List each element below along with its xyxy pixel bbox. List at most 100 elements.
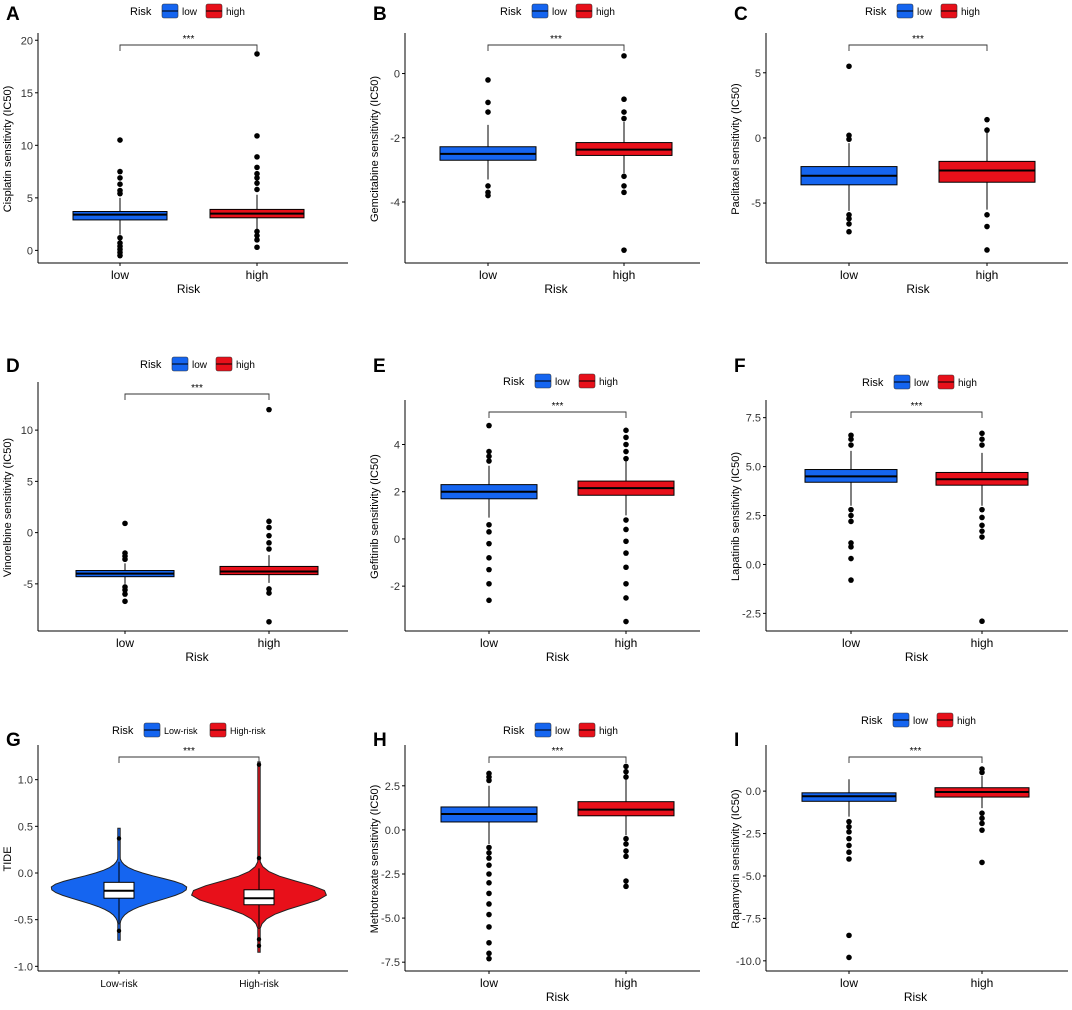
- outlier-point: [623, 455, 629, 462]
- y-tick-label: -2: [390, 133, 400, 145]
- y-tick-label: 5: [27, 476, 33, 488]
- outlier-point: [623, 517, 629, 523]
- panel-i: I Risk low high -10.0 -7.5 -5.0 -2.5 0.0 Rapamyci…: [730, 712, 1068, 1004]
- y-axis-label: TIDE: [2, 846, 14, 871]
- outlier-point: [117, 234, 123, 241]
- outlier-point: [846, 136, 852, 143]
- outlier-point: [623, 878, 629, 884]
- x-tick-label: high: [258, 636, 281, 650]
- y-axis-label: Lapatinib sensitivity (IC50): [730, 452, 742, 581]
- outlier-point: [254, 154, 260, 160]
- y-tick-label: -5.0: [381, 913, 400, 925]
- outlier-point: [979, 430, 985, 437]
- x-tick-label: high: [615, 636, 638, 650]
- significance-label: ***: [910, 746, 922, 757]
- outlier-point: [846, 849, 852, 856]
- outlier-point: [266, 524, 272, 531]
- outlier-point: [254, 186, 260, 193]
- outlier-point: [256, 762, 262, 767]
- group-high: [935, 430, 1029, 625]
- outlier-point: [623, 853, 629, 860]
- outlier-point: [486, 453, 492, 460]
- significance-bracket: ***: [848, 34, 988, 51]
- outlier-point: [984, 223, 990, 230]
- outlier-point: [848, 555, 854, 562]
- outlier-point: [266, 618, 272, 625]
- bracket-line: [124, 393, 270, 400]
- outlier-point: [254, 51, 260, 57]
- legend-title: Risk: [112, 725, 134, 737]
- outlier-point: [623, 768, 629, 775]
- outlier-point: [979, 618, 985, 625]
- group-low: [800, 63, 898, 235]
- y-tick-label: 0.0: [385, 825, 400, 837]
- y-tick-label: 10: [21, 425, 33, 437]
- y-tick-label: 20: [21, 35, 33, 47]
- x-tick-label: high: [971, 636, 994, 650]
- outlier-point: [256, 937, 262, 942]
- outlier-point: [486, 521, 492, 528]
- outlier-point: [266, 546, 272, 552]
- outlier-point: [117, 252, 123, 259]
- outlier-point: [979, 522, 985, 529]
- outlier-point: [485, 99, 491, 106]
- outlier-point: [485, 183, 491, 189]
- outlier-point: [486, 939, 492, 946]
- outlier-point: [848, 442, 854, 448]
- outlier-point: [623, 441, 629, 448]
- outlier-point: [846, 954, 852, 961]
- outlier-point: [846, 818, 852, 825]
- y-tick-label: 4: [394, 439, 400, 451]
- significance-label: ***: [183, 746, 195, 757]
- outlier-point: [486, 458, 492, 464]
- outlier-point: [979, 528, 985, 534]
- significance-bracket: ***: [850, 401, 983, 418]
- significance-bracket: ***: [487, 34, 625, 51]
- outlier-point: [122, 598, 128, 605]
- legend-label-0: low: [552, 7, 568, 18]
- y-tick-label: 2.5: [746, 511, 761, 523]
- legend-title: Risk: [140, 359, 162, 371]
- outlier-point: [122, 591, 128, 597]
- panel-label: I: [734, 730, 739, 751]
- panel-d: D Risk low high -5 0 5 10 Vinorelbine sensitivit…: [2, 356, 348, 664]
- legend-label-0: low: [192, 360, 208, 371]
- y-axis-label: Paclitaxel sensitivity (IC50): [730, 83, 742, 214]
- legend-label-0: low: [917, 7, 933, 18]
- significance-bracket: ***: [488, 746, 627, 763]
- group-high-risk: [190, 761, 328, 953]
- x-tick-label: High-risk: [239, 979, 279, 990]
- outlier-point: [621, 173, 627, 180]
- panel-a: A Risk low high 0 5 10 15 20 Cisplatin sensitivit…: [2, 3, 348, 296]
- box: [938, 160, 1036, 183]
- outlier-point: [984, 116, 990, 123]
- legend-label-0: low: [913, 716, 929, 727]
- group-high: [209, 51, 305, 251]
- outlier-point: [266, 540, 272, 546]
- outlier-point: [623, 538, 629, 545]
- significance-label: ***: [552, 746, 564, 757]
- legend: Risk low high: [865, 3, 980, 19]
- group-high: [577, 763, 675, 890]
- significance-bracket: ***: [119, 34, 258, 51]
- x-tick-label: low: [840, 976, 858, 990]
- x-axis-label: Risk: [546, 650, 570, 664]
- box: [72, 211, 168, 221]
- y-tick-label: -4: [390, 197, 400, 209]
- outlier-point: [486, 924, 492, 930]
- outlier-point: [117, 181, 123, 187]
- panel-g: G Risk Low-risk High-risk -1.0 -0.5 0.0 0.5 1.0 T…: [2, 722, 348, 990]
- x-axis-label: Risk: [905, 650, 929, 664]
- y-tick-label: 0.0: [746, 559, 761, 571]
- group-low: [440, 770, 538, 962]
- y-tick-label: -5: [751, 198, 761, 210]
- legend: Risk low high: [503, 722, 618, 738]
- y-tick-label: 1.0: [18, 775, 33, 787]
- legend-label-1: high: [599, 377, 618, 388]
- legend-label-0: low: [555, 377, 571, 388]
- outlier-point: [623, 580, 629, 587]
- x-tick-label: low: [111, 268, 129, 282]
- legend-label-1: High-risk: [230, 726, 266, 736]
- outlier-point: [486, 597, 492, 604]
- outlier-point: [254, 170, 260, 177]
